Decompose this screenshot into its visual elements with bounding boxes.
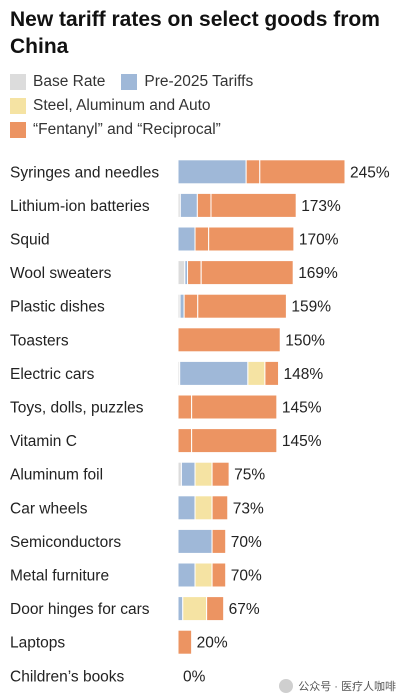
legend-row-2: Steel, Aluminum and Auto <box>10 94 400 118</box>
bar-segment-laptops-0 <box>177 629 193 655</box>
bar-segment-squid-2 <box>208 226 295 252</box>
chart-legend: Base Rate Pre-2025 Tariffs Steel, Alumin… <box>10 70 400 142</box>
bar-segment-metal-furniture-0 <box>177 562 196 588</box>
bar-segment-electric-cars-1 <box>179 360 249 386</box>
value-label-wool-sweaters: 169% <box>298 265 338 282</box>
bar-segment-syringes-and-needles-2 <box>259 159 346 185</box>
category-label-door-hinges-for-cars: Door hinges for cars <box>10 601 150 618</box>
category-label-toasters: Toasters <box>10 332 69 349</box>
category-label-vitamin-c: Vitamin C <box>10 433 77 450</box>
bar-segment-toys-dolls-puzzles-1 <box>191 394 278 420</box>
bar-segment-lithium-ion-batteries-1 <box>179 192 198 218</box>
value-label-plastic-dishes: 159% <box>291 299 331 316</box>
bar-segment-wool-sweaters-2 <box>187 260 202 286</box>
value-label-vitamin-c: 145% <box>282 433 322 450</box>
category-label-syringes-and-needles: Syringes and needles <box>10 164 159 181</box>
bar-segment-semiconductors-0 <box>177 528 213 554</box>
legend-label-pre-2025: Pre-2025 Tariffs <box>144 73 254 90</box>
bar-segment-syringes-and-needles-0 <box>177 159 247 185</box>
category-label-semiconductors: Semiconductors <box>10 534 121 551</box>
value-label-metal-furniture: 70% <box>231 568 262 585</box>
bar-segment-aluminum-foil-3 <box>211 461 230 487</box>
legend-item-pre-2025: Pre-2025 Tariffs <box>121 73 253 91</box>
legend-label-steel: Steel, Aluminum and Auto <box>33 97 211 114</box>
legend-label-base-rate: Base Rate <box>33 73 106 90</box>
bar-segment-vitamin-c-1 <box>191 428 278 454</box>
bar-segment-wool-sweaters-3 <box>200 260 294 286</box>
category-label-lithium-ion-batteries: Lithium-ion batteries <box>10 198 150 215</box>
bar-segment-metal-furniture-2 <box>211 562 227 588</box>
value-label-car-wheels: 73% <box>233 500 264 517</box>
value-label-semiconductors: 70% <box>231 534 262 551</box>
bar-segment-aluminum-foil-0 <box>177 461 182 487</box>
legend-item-base-rate: Base Rate <box>10 73 105 91</box>
wechat-icon <box>279 679 294 693</box>
category-label-wool-sweaters: Wool sweaters <box>10 265 112 282</box>
legend-swatch-fentanyl <box>10 122 26 138</box>
bar-segment-syringes-and-needles-1 <box>245 159 261 185</box>
legend-item-fentanyl: “Fentanyl” and “Reciprocal” <box>10 121 221 139</box>
value-label-children-s-books: 0% <box>183 668 206 685</box>
bar-segment-squid-1 <box>194 226 210 252</box>
bar-segment-car-wheels-1 <box>194 495 213 521</box>
watermark-text: 公众号 · 医疗人咖啡 <box>298 681 396 693</box>
bar-segment-metal-furniture-1 <box>194 562 213 588</box>
category-label-aluminum-foil: Aluminum foil <box>10 467 103 484</box>
bar-segment-plastic-dishes-1 <box>179 293 185 319</box>
bar-segment-lithium-ion-batteries-2 <box>196 192 212 218</box>
value-label-toys-dolls-puzzles: 145% <box>282 400 322 417</box>
value-label-laptops: 20% <box>197 635 228 652</box>
bar-segment-toasters-0 <box>177 327 281 353</box>
bar-segment-electric-cars-3 <box>264 360 280 386</box>
category-label-metal-furniture: Metal furniture <box>10 568 109 585</box>
bar-segment-aluminum-foil-1 <box>180 461 196 487</box>
bar-segment-plastic-dishes-3 <box>197 293 287 319</box>
category-label-squid: Squid <box>10 232 50 249</box>
bar-segment-plastic-dishes-2 <box>183 293 199 319</box>
bar-segment-semiconductors-1 <box>211 528 227 554</box>
bar-segment-door-hinges-for-cars-0 <box>177 596 184 622</box>
category-label-car-wheels: Car wheels <box>10 500 88 517</box>
category-label-plastic-dishes: Plastic dishes <box>10 299 105 316</box>
bar-segment-electric-cars-2 <box>247 360 266 386</box>
bar-segment-car-wheels-0 <box>177 495 196 521</box>
value-label-toasters: 150% <box>285 332 325 349</box>
value-label-syringes-and-needles: 245% <box>350 164 390 181</box>
bar-segment-toys-dolls-puzzles-0 <box>177 394 193 420</box>
legend-row-3: “Fentanyl” and “Reciprocal” <box>10 118 400 142</box>
legend-swatch-base-rate <box>10 74 26 90</box>
category-label-laptops: Laptops <box>10 635 65 652</box>
bar-segment-wool-sweaters-0 <box>177 260 186 286</box>
value-label-electric-cars: 148% <box>284 366 324 383</box>
legend-row-1: Base Rate Pre-2025 Tariffs <box>10 70 400 94</box>
legend-label-fentanyl: “Fentanyl” and “Reciprocal” <box>33 121 221 138</box>
category-label-electric-cars: Electric cars <box>10 366 95 383</box>
chart-title: New tariff rates on select goods from Ch… <box>10 8 380 58</box>
legend-swatch-steel <box>10 98 26 114</box>
value-label-lithium-ion-batteries: 173% <box>301 198 341 215</box>
category-label-toys-dolls-puzzles: Toys, dolls, puzzles <box>10 400 144 417</box>
bar-segment-door-hinges-for-cars-1 <box>182 596 208 622</box>
bar-segment-vitamin-c-0 <box>177 428 193 454</box>
legend-swatch-pre-2025 <box>121 74 138 90</box>
bar-segment-squid-0 <box>177 226 196 252</box>
bar-segment-aluminum-foil-2 <box>194 461 213 487</box>
value-label-door-hinges-for-cars: 67% <box>229 601 260 618</box>
value-label-aluminum-foil: 75% <box>234 467 265 484</box>
value-label-squid: 170% <box>299 232 339 249</box>
legend-item-steel: Steel, Aluminum and Auto <box>10 97 211 115</box>
category-label-children-s-books: Children’s books <box>10 668 125 685</box>
watermark: 公众号 · 医疗人咖啡 <box>279 678 396 694</box>
bar-segment-door-hinges-for-cars-2 <box>206 596 225 622</box>
bar-segment-lithium-ion-batteries-3 <box>210 192 297 218</box>
bar-segment-car-wheels-2 <box>211 495 229 521</box>
